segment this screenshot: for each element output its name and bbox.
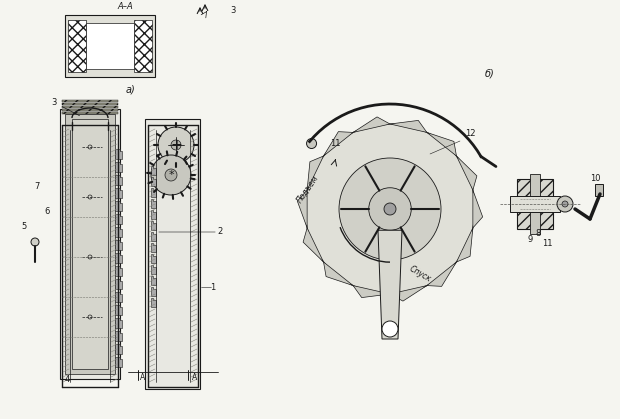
Polygon shape (151, 177, 156, 186)
Polygon shape (151, 188, 156, 197)
Polygon shape (151, 221, 156, 230)
Text: 2: 2 (218, 228, 223, 236)
Polygon shape (151, 199, 156, 208)
Bar (72, 119, 108, 369)
Polygon shape (115, 318, 122, 328)
Polygon shape (115, 214, 122, 224)
Polygon shape (115, 344, 122, 354)
Polygon shape (473, 190, 482, 228)
Polygon shape (115, 162, 122, 172)
Circle shape (306, 139, 317, 148)
Polygon shape (151, 232, 156, 241)
Circle shape (31, 238, 39, 246)
Polygon shape (115, 305, 122, 315)
Bar (62, 106, 118, 108)
Polygon shape (151, 254, 156, 263)
Text: 3: 3 (51, 98, 79, 116)
Circle shape (165, 169, 177, 181)
Polygon shape (378, 230, 402, 339)
Polygon shape (324, 262, 353, 286)
Circle shape (557, 196, 573, 212)
Polygon shape (390, 286, 427, 301)
Text: A: A (140, 372, 146, 382)
Bar (62, 103, 118, 105)
Text: Подъем: Подъем (295, 173, 321, 204)
Text: *: * (168, 170, 174, 180)
Polygon shape (427, 132, 456, 156)
Polygon shape (324, 132, 353, 156)
Text: а): а) (125, 84, 135, 94)
Bar (86, 23, 134, 69)
Polygon shape (298, 190, 307, 228)
Polygon shape (115, 175, 122, 185)
Text: Спуск: Спуск (407, 264, 433, 284)
Bar (62, 109, 118, 111)
Bar (510, 196, 560, 212)
Polygon shape (151, 287, 156, 296)
Text: 8: 8 (535, 230, 541, 238)
Text: 6: 6 (44, 207, 50, 217)
Bar (134, 20, 152, 72)
Circle shape (171, 140, 181, 150)
Polygon shape (303, 228, 324, 262)
Polygon shape (115, 292, 122, 302)
Bar (595, 184, 603, 196)
Polygon shape (115, 279, 122, 289)
Polygon shape (353, 117, 390, 132)
Polygon shape (151, 276, 156, 285)
Polygon shape (151, 210, 156, 219)
Text: +: + (170, 138, 182, 152)
Text: 7: 7 (34, 183, 40, 191)
Polygon shape (151, 265, 156, 274)
Bar (62, 100, 118, 102)
Text: б): б) (485, 69, 495, 79)
Polygon shape (115, 227, 122, 237)
Polygon shape (307, 156, 324, 190)
Polygon shape (353, 286, 390, 297)
Bar (65, 15, 155, 77)
Polygon shape (151, 298, 156, 307)
Bar (68, 20, 86, 72)
Polygon shape (151, 166, 156, 175)
Bar (60, 109, 120, 379)
Polygon shape (151, 243, 156, 252)
Polygon shape (115, 201, 122, 211)
Circle shape (151, 155, 191, 195)
Circle shape (339, 158, 441, 260)
Circle shape (384, 203, 396, 215)
Text: 1: 1 (210, 282, 216, 292)
Polygon shape (427, 262, 456, 286)
Circle shape (158, 127, 194, 163)
Text: 12: 12 (465, 129, 476, 139)
Polygon shape (115, 357, 122, 367)
Polygon shape (115, 149, 122, 159)
Text: 5: 5 (21, 222, 27, 232)
Bar (62, 112, 118, 114)
Text: 11: 11 (330, 140, 340, 148)
Text: A–A: A–A (117, 3, 133, 11)
Bar (145, 119, 200, 389)
Text: 10: 10 (590, 174, 600, 184)
Text: 3: 3 (230, 7, 236, 16)
Polygon shape (115, 188, 122, 198)
Text: 9: 9 (528, 235, 533, 243)
Polygon shape (115, 240, 122, 250)
Polygon shape (115, 266, 122, 276)
Bar (65, 114, 115, 374)
Polygon shape (390, 120, 427, 132)
Circle shape (562, 201, 568, 207)
Polygon shape (456, 228, 473, 262)
Polygon shape (115, 253, 122, 263)
Text: 11: 11 (542, 240, 552, 248)
Text: 4: 4 (64, 375, 69, 383)
Circle shape (369, 188, 411, 230)
Polygon shape (115, 331, 122, 341)
Bar (530, 174, 540, 234)
Polygon shape (456, 156, 477, 190)
Circle shape (382, 321, 398, 337)
Bar (517, 179, 553, 229)
Text: A: A (192, 372, 198, 382)
Circle shape (305, 124, 475, 294)
